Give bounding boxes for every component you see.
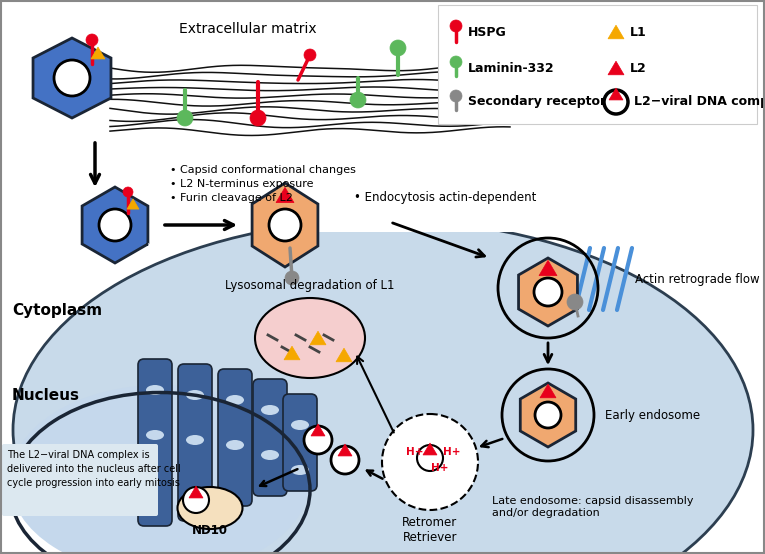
Circle shape [304,49,316,61]
FancyBboxPatch shape [438,5,757,124]
Text: Laminin-332: Laminin-332 [468,61,555,74]
Text: H+: H+ [431,463,449,473]
Text: Early endosome: Early endosome [605,408,700,422]
Polygon shape [252,183,318,267]
FancyBboxPatch shape [138,359,172,526]
Ellipse shape [10,385,310,554]
Polygon shape [276,187,294,203]
Circle shape [99,209,131,241]
Polygon shape [310,331,326,345]
Ellipse shape [177,487,243,529]
Circle shape [450,90,462,102]
Circle shape [604,90,628,114]
Ellipse shape [146,430,164,440]
Bar [0,0,765,232]
Circle shape [123,187,133,197]
Circle shape [54,60,90,96]
FancyBboxPatch shape [178,364,212,521]
Ellipse shape [186,390,204,400]
Circle shape [382,414,478,510]
Polygon shape [608,25,624,39]
Polygon shape [520,383,576,447]
Circle shape [86,34,98,46]
Ellipse shape [291,465,309,475]
Polygon shape [336,348,352,362]
Polygon shape [33,38,111,118]
Polygon shape [127,199,139,209]
FancyBboxPatch shape [218,369,252,506]
Circle shape [390,40,406,56]
Text: Retromer
Retriever: Retromer Retriever [402,516,457,544]
Polygon shape [608,61,624,75]
Text: H+: H+ [443,447,461,457]
Ellipse shape [226,440,244,450]
Ellipse shape [261,405,279,415]
Polygon shape [284,346,300,360]
Circle shape [567,294,583,310]
Text: The L2−viral DNA complex is
delivered into the nucleus after cell
cycle progress: The L2−viral DNA complex is delivered in… [7,450,181,488]
Circle shape [177,110,193,126]
Ellipse shape [13,220,753,554]
Circle shape [331,446,359,474]
Text: HSPG: HSPG [468,25,506,38]
Polygon shape [539,260,557,276]
Text: Nucleus: Nucleus [12,387,80,403]
Text: L1: L1 [630,25,646,38]
Circle shape [183,487,209,513]
Polygon shape [519,258,578,326]
Text: H+: H+ [406,447,424,457]
Text: Cytoplasm: Cytoplasm [12,302,102,317]
Text: Actin retrograde flow: Actin retrograde flow [635,274,760,286]
Polygon shape [82,187,148,263]
Ellipse shape [255,298,365,378]
Text: Secondary receptor: Secondary receptor [468,95,606,109]
Text: Late endosome: capsid disassembly
and/or degradation: Late endosome: capsid disassembly and/or… [492,496,694,517]
Ellipse shape [261,450,279,460]
Circle shape [535,402,561,428]
FancyBboxPatch shape [253,379,287,496]
Circle shape [250,110,266,126]
Text: Lysosomal degradation of L1: Lysosomal degradation of L1 [225,279,395,292]
Polygon shape [311,424,325,436]
Polygon shape [540,384,556,398]
Circle shape [450,56,462,68]
Text: Extracellular matrix: Extracellular matrix [179,22,317,36]
Circle shape [450,20,462,32]
Ellipse shape [186,435,204,445]
Text: ND10: ND10 [192,524,228,537]
Text: L2: L2 [630,61,646,74]
Ellipse shape [226,395,244,405]
Circle shape [350,92,366,108]
Circle shape [417,445,443,471]
FancyBboxPatch shape [283,394,317,491]
Circle shape [534,278,562,306]
Text: L2−viral DNA complex: L2−viral DNA complex [634,95,765,109]
Polygon shape [91,47,105,59]
Polygon shape [189,486,203,498]
Text: • Capsid conformational changes
• L2 N-terminus exposure
• Furin cleavage of L2: • Capsid conformational changes • L2 N-t… [170,165,356,203]
Ellipse shape [146,385,164,395]
Ellipse shape [291,420,309,430]
Polygon shape [338,444,352,456]
Circle shape [269,209,301,241]
Text: • Endocytosis actin-dependent: • Endocytosis actin-dependent [354,192,536,204]
FancyBboxPatch shape [2,444,158,516]
Polygon shape [423,443,437,455]
Polygon shape [609,88,623,100]
Circle shape [304,426,332,454]
Circle shape [285,271,299,285]
